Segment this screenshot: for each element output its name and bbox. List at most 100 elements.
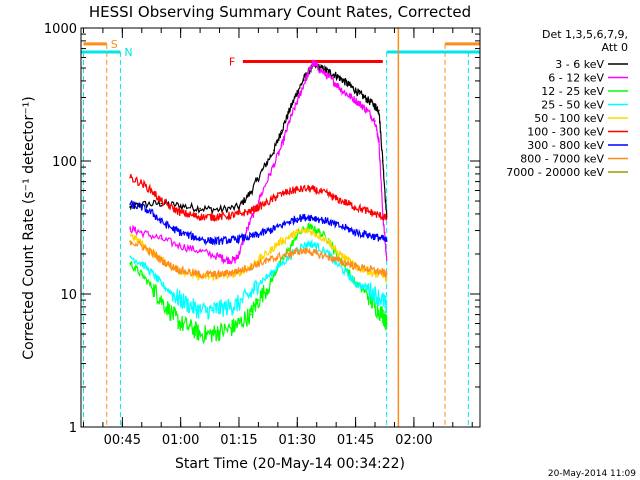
data-point bbox=[288, 190, 291, 193]
legend-label: 12 - 25 keV bbox=[541, 85, 604, 98]
data-point bbox=[129, 240, 131, 242]
data-point bbox=[160, 282, 163, 285]
data-point bbox=[257, 206, 260, 208]
data-point bbox=[199, 309, 201, 312]
data-point bbox=[269, 259, 271, 261]
data-point bbox=[296, 250, 299, 252]
data-point bbox=[277, 242, 279, 245]
data-point bbox=[238, 238, 240, 240]
data-point bbox=[288, 235, 291, 238]
annotation-layer: SN F bbox=[81, 28, 480, 427]
annotation-label: N bbox=[124, 46, 132, 59]
data-point bbox=[210, 273, 213, 276]
chart-title: HESSI Observing Summary Count Rates, Cor… bbox=[89, 3, 471, 21]
data-point bbox=[296, 233, 299, 236]
data-point bbox=[366, 210, 369, 212]
data-point bbox=[296, 100, 299, 103]
y-axis-label: Corrected Count Rate (s⁻¹ detector⁻¹) bbox=[21, 96, 37, 359]
data-point bbox=[366, 109, 369, 112]
data-point bbox=[335, 250, 337, 252]
data-point bbox=[350, 86, 353, 88]
data-point bbox=[378, 109, 380, 112]
data-point bbox=[350, 96, 353, 99]
series-line bbox=[129, 174, 388, 222]
data-point bbox=[152, 213, 155, 215]
data-point bbox=[288, 247, 291, 250]
data-point bbox=[385, 306, 388, 308]
data-point bbox=[218, 273, 221, 276]
data-point bbox=[347, 202, 349, 205]
y-tick-label: 100 bbox=[52, 155, 77, 170]
data-point bbox=[288, 253, 291, 255]
data-point bbox=[129, 262, 131, 265]
data-point bbox=[308, 250, 310, 252]
data-point bbox=[261, 169, 264, 172]
data-point bbox=[172, 266, 174, 268]
series-1 bbox=[129, 59, 388, 265]
data-point bbox=[385, 273, 388, 276]
data-point bbox=[308, 187, 310, 190]
data-point bbox=[191, 235, 194, 238]
data-point bbox=[199, 207, 201, 210]
data-point bbox=[315, 217, 318, 220]
data-point bbox=[210, 333, 213, 335]
x-tick-label: 01:15 bbox=[220, 433, 257, 448]
data-point bbox=[218, 330, 221, 333]
data-point bbox=[230, 239, 232, 241]
data-point bbox=[249, 313, 252, 316]
x-tick-label: 01:00 bbox=[162, 433, 199, 448]
data-point bbox=[238, 302, 240, 305]
data-point bbox=[199, 333, 201, 335]
series-line bbox=[129, 240, 388, 281]
annotation-label: S bbox=[111, 38, 118, 51]
data-point bbox=[347, 259, 349, 261]
data-point bbox=[140, 206, 143, 208]
data-point bbox=[218, 256, 221, 258]
data-point bbox=[269, 282, 271, 285]
data-point bbox=[378, 140, 380, 143]
data-point bbox=[199, 250, 201, 252]
data-point bbox=[179, 322, 182, 325]
data-point bbox=[179, 231, 182, 234]
data-point bbox=[288, 109, 291, 112]
data-point bbox=[354, 282, 357, 285]
data-point bbox=[160, 259, 163, 261]
data-point bbox=[160, 238, 163, 240]
legend-label: 7000 - 20000 keV bbox=[506, 166, 604, 179]
data-point bbox=[366, 287, 369, 290]
data-point bbox=[269, 273, 271, 276]
data-point bbox=[280, 145, 283, 147]
legend-label: 3 - 6 keV bbox=[555, 58, 604, 71]
data-point bbox=[257, 233, 260, 236]
data-point bbox=[172, 227, 174, 230]
data-point bbox=[354, 231, 357, 234]
data-point bbox=[234, 259, 236, 261]
data-point bbox=[172, 293, 174, 295]
data-point bbox=[335, 259, 337, 261]
data-point bbox=[366, 293, 369, 295]
series-0 bbox=[129, 59, 388, 218]
data-point bbox=[210, 240, 213, 242]
data-point bbox=[249, 266, 252, 268]
data-point bbox=[296, 231, 299, 234]
legend-header: Att 0 bbox=[602, 41, 628, 54]
data-point bbox=[335, 197, 337, 200]
annotation-label: F bbox=[229, 55, 235, 68]
data-point bbox=[257, 259, 260, 261]
data-point bbox=[366, 267, 369, 270]
data-point bbox=[358, 93, 361, 95]
data-point bbox=[308, 242, 310, 245]
data-point bbox=[191, 327, 194, 330]
data-point bbox=[385, 322, 388, 325]
series-6 bbox=[129, 199, 388, 247]
data-point bbox=[319, 69, 322, 72]
data-point bbox=[382, 271, 384, 274]
data-point bbox=[191, 214, 194, 217]
data-point bbox=[238, 213, 240, 215]
series-5 bbox=[129, 174, 388, 222]
series-line bbox=[129, 59, 388, 265]
legend-label: 100 - 300 keV bbox=[527, 126, 604, 139]
data-point bbox=[374, 105, 376, 107]
